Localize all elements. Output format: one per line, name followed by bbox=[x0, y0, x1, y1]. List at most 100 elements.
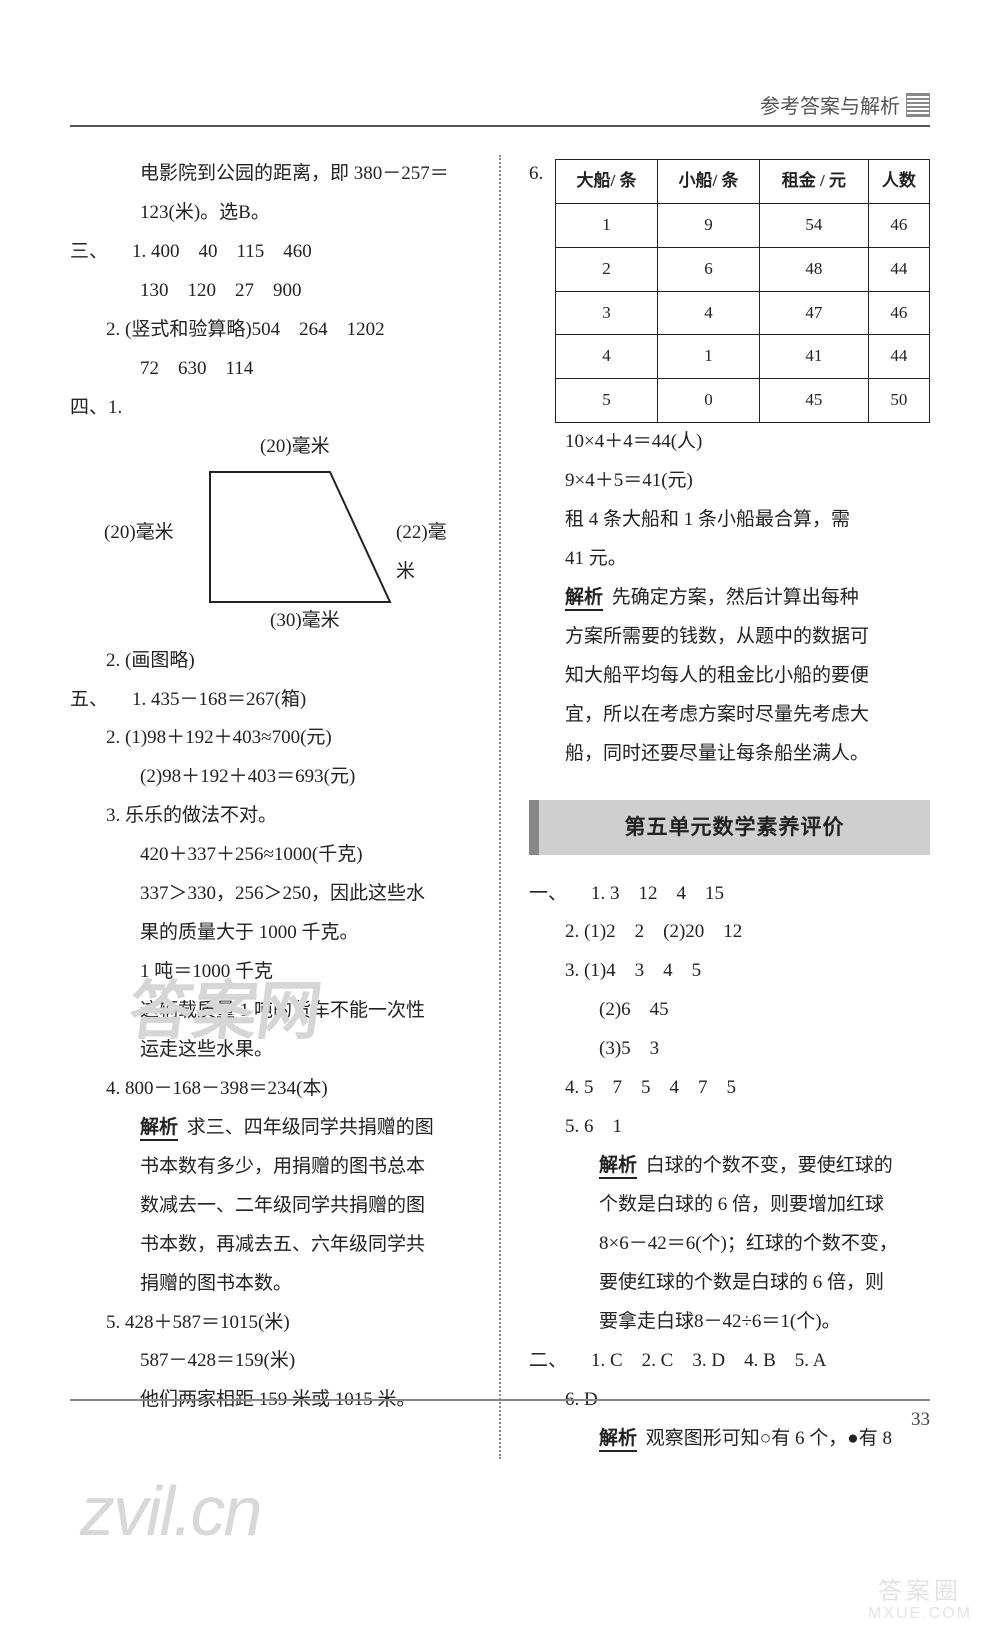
text-span: 白球的个数不变，要使红球的 bbox=[646, 1155, 893, 1176]
text-line: 电影院到公园的距离，即 380－257＝ bbox=[70, 155, 471, 194]
table-cell: 41 bbox=[760, 335, 869, 379]
table-header-row: 大船/ 条 小船/ 条 租金 / 元 人数 bbox=[556, 160, 930, 204]
table-cell: 54 bbox=[760, 203, 869, 247]
table-cell: 50 bbox=[868, 379, 929, 423]
section-r2: 二、1. C 2. C 3. D 4. B 5. A bbox=[529, 1342, 930, 1381]
table-cell: 46 bbox=[868, 291, 929, 335]
table-cell: 4 bbox=[556, 335, 658, 379]
text-line: 123(米)。选B。 bbox=[70, 194, 471, 233]
trapezoid-diagram: (20)毫米 (20)毫米 (22)毫米 (30)毫米 bbox=[110, 434, 450, 634]
text-line: 2. (画图略) bbox=[70, 642, 471, 681]
watermark-bottom-right: 答案圈 MXUE.COM bbox=[868, 1579, 972, 1623]
table-row: 414144 bbox=[556, 335, 930, 379]
text-line: 租 4 条大船和 1 条小船最合算，需 bbox=[529, 501, 930, 540]
column-divider bbox=[499, 155, 501, 1459]
trap-right-label: (22)毫米 bbox=[396, 514, 450, 592]
text-line: 解析 观察图形可知○有 6 个，●有 8 bbox=[529, 1420, 930, 1459]
text-line: 8×6－42＝6(个)；红球的个数不变， bbox=[529, 1225, 930, 1264]
section-label: 一、 bbox=[529, 875, 591, 914]
boat-table: 大船/ 条 小船/ 条 租金 / 元 人数 195446 264844 3447… bbox=[555, 159, 930, 423]
table-row: 195446 bbox=[556, 203, 930, 247]
text-line: 2. (1)98＋192＋403≈700(元) bbox=[70, 719, 471, 758]
table-header: 租金 / 元 bbox=[760, 160, 869, 204]
text-line: 船，同时还要尽量让每条船坐满人。 bbox=[529, 735, 930, 774]
text-line: 2. (竖式和验算略)504 264 1202 bbox=[70, 311, 471, 350]
section-4: 四、1. bbox=[70, 389, 471, 428]
text-line: 41 元。 bbox=[529, 540, 930, 579]
text-line: 10×4＋4＝44(人) bbox=[529, 423, 930, 462]
section-label: 四、1. bbox=[70, 389, 132, 428]
text-line: 捐赠的图书本数。 bbox=[70, 1265, 471, 1304]
text-line: 书本数，再减去五、六年级同学共 bbox=[70, 1226, 471, 1265]
table-cell: 44 bbox=[868, 335, 929, 379]
trap-left-label: (20)毫米 bbox=[104, 514, 174, 553]
text-line: 知大船平均每人的租金比小船的要便 bbox=[529, 657, 930, 696]
text-line: 5. 6 1 bbox=[529, 1108, 930, 1147]
jiexi-label: 解析 bbox=[599, 1428, 637, 1452]
text-line: 3. (1)4 3 4 5 bbox=[529, 952, 930, 991]
jiexi-label: 解析 bbox=[140, 1117, 178, 1141]
table-cell: 45 bbox=[760, 379, 869, 423]
text-line: 要使红球的个数是白球的 6 倍，则 bbox=[529, 1264, 930, 1303]
table-header: 大船/ 条 bbox=[556, 160, 658, 204]
table-cell: 0 bbox=[658, 379, 760, 423]
table-cell: 6 bbox=[658, 247, 760, 291]
table-cell: 4 bbox=[658, 291, 760, 335]
jiexi-label: 解析 bbox=[565, 587, 603, 611]
text-line: 宜，所以在考虑方案时尽量先考虑大 bbox=[529, 696, 930, 735]
section-label: 五、 bbox=[70, 681, 132, 720]
text-line: 9×4＋5＝41(元) bbox=[529, 462, 930, 501]
watermark-bottom-left: zvil.cn bbox=[80, 1471, 260, 1551]
text-line: 130 120 27 900 bbox=[70, 272, 471, 311]
text-line: 1. 435－168＝267(箱) bbox=[132, 689, 306, 710]
page-number: 33 bbox=[911, 1409, 930, 1431]
text-line: 解析 白球的个数不变，要使红球的 bbox=[529, 1147, 930, 1186]
text-span: 观察图形可知○有 6 个，●有 8 bbox=[646, 1428, 892, 1449]
table-cell: 9 bbox=[658, 203, 760, 247]
text-line: 数减去一、二年级同学共捐赠的图 bbox=[70, 1187, 471, 1226]
text-line: 方案所需要的钱数，从题中的数据可 bbox=[529, 618, 930, 657]
text-line: 1. C 2. C 3. D 4. B 5. A bbox=[591, 1350, 826, 1371]
q6-label: 6. bbox=[529, 155, 551, 194]
text-line: 1. 3 12 4 15 bbox=[591, 883, 724, 904]
text-line: 337＞330，256＞250，因此这些水 bbox=[70, 875, 471, 914]
text-line: 书本数有多少，用捐赠的图书总本 bbox=[70, 1148, 471, 1187]
section-5: 五、1. 435－168＝267(箱) bbox=[70, 681, 471, 720]
text-line: 2. (1)2 2 (2)20 12 bbox=[529, 913, 930, 952]
text-line: 420＋337＋256≈1000(千克) bbox=[70, 836, 471, 875]
text-line: 4. 5 7 5 4 7 5 bbox=[529, 1069, 930, 1108]
text-line: 587－428＝159(米) bbox=[70, 1342, 471, 1381]
table-cell: 2 bbox=[556, 247, 658, 291]
table-cell: 48 bbox=[760, 247, 869, 291]
q6-block: 6. 大船/ 条 小船/ 条 租金 / 元 人数 195446 264844 3… bbox=[529, 155, 930, 423]
text-line: 个数是白球的 6 倍，则要增加红球 bbox=[529, 1186, 930, 1225]
footer-rule bbox=[70, 1399, 930, 1401]
text-line: 1 吨＝1000 千克 bbox=[70, 953, 471, 992]
jiexi-label: 解析 bbox=[599, 1155, 637, 1179]
text-line: 要拿走白球8－42÷6＝1(个)。 bbox=[529, 1303, 930, 1342]
trapezoid-shape bbox=[200, 462, 400, 612]
table-header: 小船/ 条 bbox=[658, 160, 760, 204]
table-cell: 3 bbox=[556, 291, 658, 335]
left-column: 电影院到公园的距离，即 380－257＝ 123(米)。选B。 三、1. 400… bbox=[70, 155, 471, 1459]
text-line: 果的质量大于 1000 千克。 bbox=[70, 914, 471, 953]
text-line: (3)5 3 bbox=[529, 1030, 930, 1069]
text-line: 1. 400 40 115 460 bbox=[132, 241, 312, 262]
text-line: 运走这些水果。 bbox=[70, 1031, 471, 1070]
section-label: 三、 bbox=[70, 233, 132, 272]
wm3-bot: MXUE.COM bbox=[868, 1605, 972, 1623]
text-line: 72 630 114 bbox=[70, 350, 471, 389]
content-columns: 电影院到公园的距离，即 380－257＝ 123(米)。选B。 三、1. 400… bbox=[70, 155, 930, 1459]
text-line: (2)98＋192＋403＝693(元) bbox=[70, 758, 471, 797]
wm3-top: 答案圈 bbox=[878, 1579, 962, 1605]
table-cell: 47 bbox=[760, 291, 869, 335]
section-3: 三、1. 400 40 115 460 bbox=[70, 233, 471, 272]
table-row: 264844 bbox=[556, 247, 930, 291]
text-line: 解析 先确定方案，然后计算出每种 bbox=[529, 579, 930, 618]
header-title: 参考答案与解析 bbox=[760, 90, 900, 119]
header-icon bbox=[906, 93, 930, 117]
section-r1: 一、1. 3 12 4 15 bbox=[529, 875, 930, 914]
table-cell: 5 bbox=[556, 379, 658, 423]
right-column: 6. 大船/ 条 小船/ 条 租金 / 元 人数 195446 264844 3… bbox=[529, 155, 930, 1459]
table-row: 504550 bbox=[556, 379, 930, 423]
